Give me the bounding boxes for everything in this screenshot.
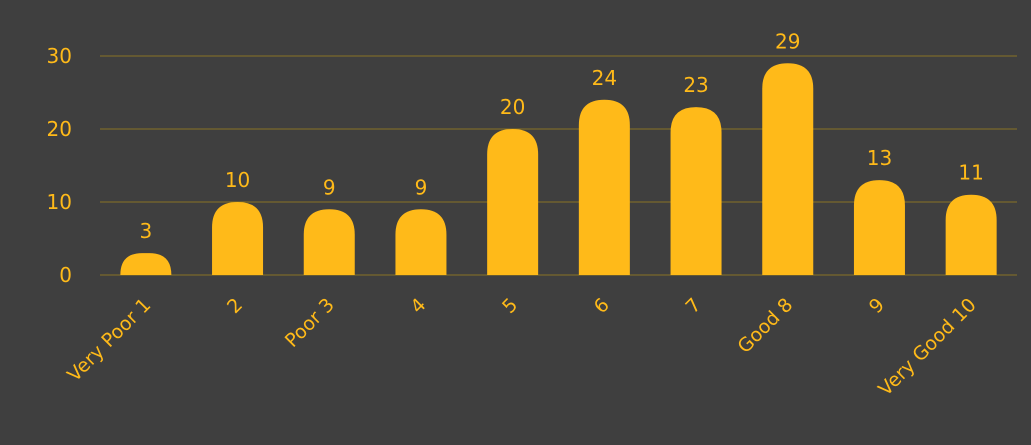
bar [670, 107, 722, 275]
data-label: 13 [867, 146, 892, 170]
data-label: 9 [415, 175, 428, 199]
bar [853, 180, 905, 275]
data-label: 29 [775, 29, 800, 53]
data-label: 23 [683, 73, 708, 97]
data-labels: 3 10 9 9 20 24 23 29 13 11 [139, 29, 983, 243]
data-label: 24 [592, 66, 617, 90]
y-axis-tick-labels: 0 10 20 30 [47, 44, 72, 287]
bar [120, 253, 172, 275]
data-label: 11 [958, 161, 983, 185]
y-tick-label: 10 [47, 190, 72, 214]
y-tick-label: 0 [59, 263, 72, 287]
bar [487, 129, 539, 275]
bar [762, 63, 814, 275]
y-tick-label: 30 [47, 44, 72, 68]
bar [945, 194, 997, 275]
bar [212, 202, 264, 275]
data-label: 9 [323, 175, 336, 199]
bars [120, 63, 997, 275]
bar [395, 209, 447, 275]
bar [578, 99, 630, 275]
data-label: 20 [500, 95, 525, 119]
y-tick-label: 20 [47, 117, 72, 141]
data-label: 3 [139, 219, 152, 243]
data-label: 10 [225, 168, 250, 192]
bar [303, 209, 355, 275]
